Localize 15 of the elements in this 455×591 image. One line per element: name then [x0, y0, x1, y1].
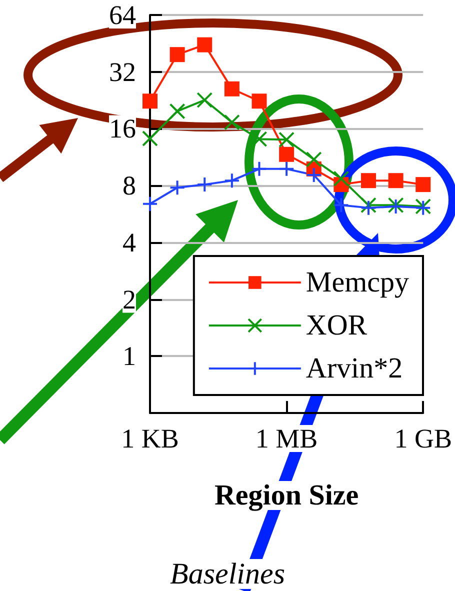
- legend-label: XOR: [306, 310, 368, 342]
- y-tick-label: 8: [122, 170, 136, 201]
- y-tick-label: 64: [109, 0, 136, 30]
- text: Baselines: [170, 558, 285, 590]
- y-tick-label: 16: [109, 114, 136, 144]
- y-tick-label: 4: [122, 227, 136, 258]
- x-tick-label: 1 GB: [394, 424, 452, 454]
- x-tick-label: 1 MB: [255, 424, 318, 454]
- legend-label: Memcpy: [306, 266, 410, 298]
- x-tick-label: 1 KB: [121, 424, 179, 454]
- x-axis-title: Region Size: [214, 480, 359, 512]
- legend-label: Arvin*2: [306, 352, 403, 384]
- y-tick-label: 1: [122, 341, 136, 372]
- y-tick-label: 32: [109, 56, 136, 87]
- y-tick-label: 2: [122, 284, 136, 314]
